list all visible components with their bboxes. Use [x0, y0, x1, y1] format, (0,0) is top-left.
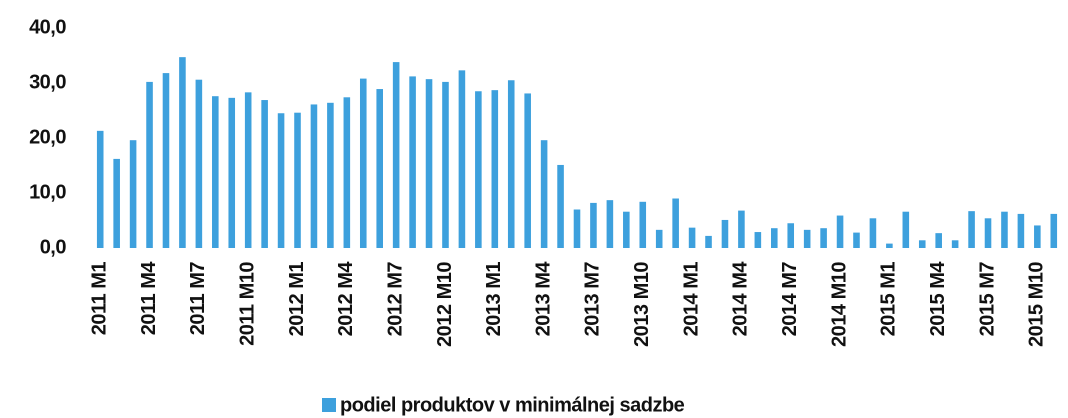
y-tick-label: 10,0	[29, 181, 66, 203]
bar	[787, 223, 795, 248]
bar	[869, 218, 877, 248]
x-tick-label: 2013 M10	[631, 262, 653, 347]
x-tick-label: 2012 M4	[335, 261, 357, 337]
bar	[261, 100, 268, 248]
x-tick-label: 2014 M4	[730, 261, 752, 337]
x-tick-label: 2014 M10	[828, 262, 850, 347]
bar	[968, 211, 975, 248]
bar	[442, 81, 449, 249]
bar	[146, 81, 153, 249]
bar	[803, 229, 811, 248]
bar	[294, 112, 301, 248]
bar	[129, 140, 137, 248]
bar	[359, 78, 367, 248]
bar	[771, 228, 778, 248]
bar	[738, 210, 745, 248]
bar	[951, 240, 959, 248]
x-tick-label: 2012 M1	[286, 262, 308, 337]
x-tick-label: 2014 M7	[779, 262, 801, 337]
bar	[606, 200, 614, 248]
bar	[392, 62, 400, 248]
x-tick-label: 2014 M1	[680, 262, 702, 337]
bar	[1017, 213, 1025, 248]
bar	[310, 104, 318, 248]
bar	[820, 228, 827, 248]
x-tick-label: 2013 M1	[483, 262, 505, 337]
x-tick-label: 2012 M7	[384, 262, 406, 337]
bar	[984, 218, 992, 248]
x-tick-label: 2011 M1	[89, 262, 111, 336]
bar	[1034, 225, 1041, 248]
bar	[244, 92, 252, 248]
x-tick-label: 2012 M10	[434, 262, 456, 347]
x-tick-label: 2013 M7	[582, 262, 604, 337]
bar	[557, 164, 564, 248]
bar	[376, 89, 383, 248]
bar	[425, 79, 433, 249]
bar	[507, 80, 515, 248]
bar	[918, 240, 926, 248]
bar	[96, 130, 104, 248]
x-tick-label: 2013 M4	[532, 261, 554, 337]
y-tick-label: 30,0	[29, 71, 66, 93]
bar	[113, 158, 120, 248]
bar	[179, 57, 186, 249]
x-tick-label: 2011 M4	[138, 261, 160, 336]
bar	[212, 96, 219, 248]
x-tick-label: 2011 M7	[187, 262, 209, 336]
bar	[853, 232, 860, 248]
bar	[623, 211, 630, 248]
bar	[228, 97, 236, 248]
legend-swatch	[322, 398, 336, 412]
bar	[475, 91, 482, 248]
bar	[540, 140, 548, 248]
bar	[705, 235, 712, 248]
bar	[458, 70, 466, 248]
bar	[343, 97, 351, 248]
bar	[409, 76, 416, 249]
y-tick-label: 0,0	[40, 236, 67, 258]
bar	[721, 219, 729, 248]
bar	[639, 201, 647, 248]
bar	[655, 229, 663, 248]
bar	[590, 202, 597, 248]
bar	[195, 79, 203, 248]
bar	[524, 93, 531, 248]
bar	[754, 232, 762, 248]
bar	[672, 198, 679, 248]
y-tick-label: 40,0	[29, 16, 66, 38]
bar	[327, 102, 334, 248]
bar	[1001, 211, 1008, 248]
legend-label: podiel produktov v minimálnej sadzbe	[340, 394, 685, 416]
bar	[836, 215, 844, 248]
x-tick-label: 2015 M4	[927, 261, 949, 337]
x-tick-label: 2015 M10	[1026, 262, 1048, 347]
bar	[886, 243, 893, 248]
x-tick-label: 2015 M7	[976, 262, 998, 337]
bar	[491, 90, 499, 249]
x-tick-label: 2011 M10	[236, 262, 258, 346]
bar	[935, 233, 942, 248]
bar	[688, 227, 696, 248]
y-tick-label: 20,0	[29, 126, 66, 148]
bar	[573, 209, 581, 248]
x-tick-label: 2015 M1	[878, 262, 900, 337]
bar	[162, 73, 170, 248]
bar	[1050, 213, 1058, 248]
bar	[277, 113, 285, 248]
bar	[902, 211, 910, 248]
